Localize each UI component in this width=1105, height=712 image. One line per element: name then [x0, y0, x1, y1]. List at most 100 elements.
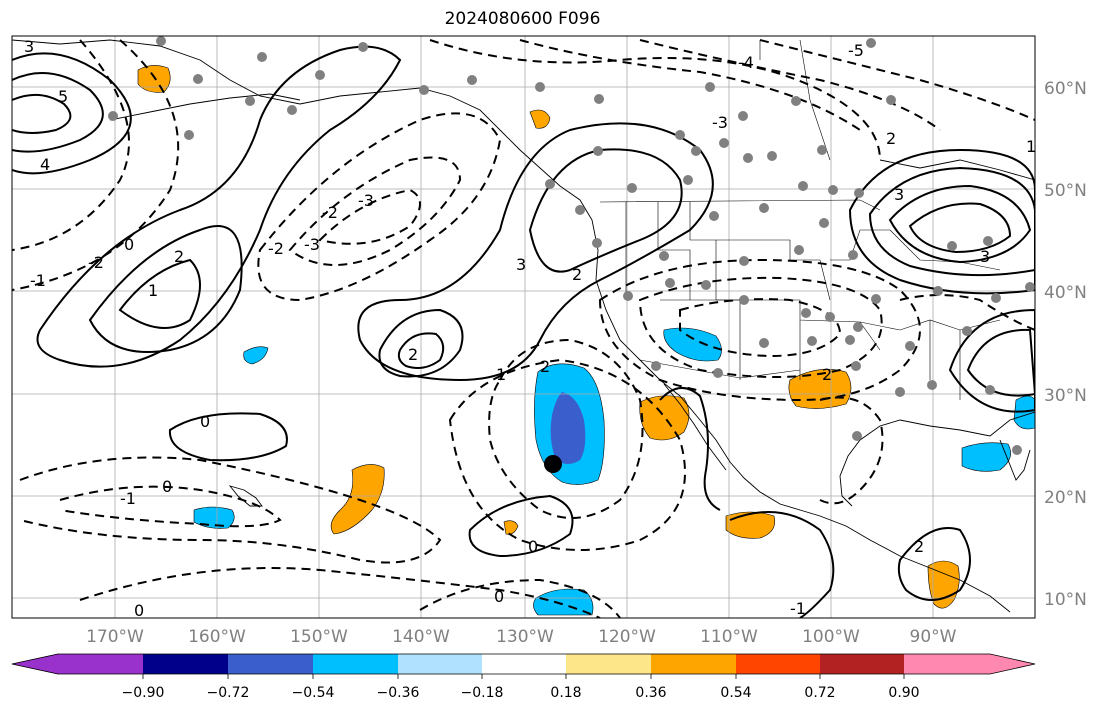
colorbar-extend-min: [12, 654, 143, 674]
contour-south-zero: [468, 494, 574, 558]
contours-negative: [12, 39, 1035, 618]
contour-label: 1: [148, 281, 158, 300]
shading-orange-small: [503, 520, 519, 535]
station-dots: [108, 36, 1035, 455]
contour-label: -3: [358, 191, 374, 210]
lon-label: 90°W: [910, 627, 957, 647]
shading-blue-gulf: [961, 442, 1011, 472]
colorbar-tick-label: 0.54: [720, 685, 751, 701]
shading-orange-mexico: [725, 511, 775, 539]
contour-neg-canada-2: [519, 39, 861, 131]
contour-label: 0: [124, 235, 134, 254]
contour-label: -2: [88, 253, 104, 272]
lon-label: 160°W: [188, 627, 246, 647]
contour-neg-gulf-3: [318, 188, 421, 245]
lat-label: 30°N: [1044, 386, 1087, 406]
colorbar-tick-label: 0.36: [635, 685, 666, 701]
lat-label: 20°N: [1044, 488, 1087, 508]
contour-neg-offshore-2: [448, 358, 686, 551]
contour-central-america: [897, 527, 971, 601]
contour-label: -3: [304, 235, 320, 254]
contour-alaska-high-outer: [12, 52, 132, 175]
lon-label: 100°W: [802, 627, 860, 647]
contour-label: -2: [268, 239, 284, 258]
contour-neg-canada-3: [639, 39, 941, 131]
shading-orange-texas: [788, 369, 852, 409]
contour-neg-canada-4: [759, 39, 1035, 121]
contour-nepac-high-3: [378, 308, 464, 378]
contour-label: -2: [322, 203, 338, 222]
colorbar-cell-8: [736, 654, 820, 674]
contour-mexico-zero: [659, 387, 721, 511]
contour-pacific-ridge-2: [88, 225, 243, 353]
contour-neg-us-2: [638, 276, 883, 378]
contour-mid-lower: [729, 511, 835, 618]
colorbar-cell-7: [651, 654, 736, 674]
colorbar-cell-6: [566, 654, 651, 674]
map-title: 2024080600 F096: [444, 9, 601, 29]
shading-orange-alaska: [137, 65, 171, 93]
contour-label: 2: [408, 345, 418, 364]
colorbar-tick-label: −0.36: [377, 685, 420, 701]
contour-label: -4: [738, 53, 754, 72]
shading-orange-gulf-alaska: [529, 109, 551, 129]
contour-east-high-1: [848, 148, 1035, 295]
contour-label: -1: [120, 489, 136, 508]
colorbar-tick-label: 0.18: [550, 685, 581, 701]
shading-orange-central-america: [927, 560, 960, 609]
graticule: [12, 36, 1035, 618]
contour-neg-south: [79, 567, 601, 618]
colorbar-tick-label: −0.18: [461, 685, 504, 701]
contour-label: 2: [572, 265, 582, 284]
contour-label: 2: [174, 247, 184, 266]
latitude-labels: 60°N 50°N 40°N 30°N 20°N 10°N: [1044, 79, 1087, 610]
contour-neg-se: [899, 294, 1035, 331]
shading-darkblue-offshore: [550, 392, 586, 464]
coastline-canada-east: [879, 159, 1035, 181]
contour-neg-gulf-1: [257, 112, 502, 302]
lat-label: 10°N: [1044, 590, 1087, 610]
contour-label: 2: [914, 537, 924, 556]
contour-label: 5: [58, 87, 68, 106]
colorbar-outline: [11, 653, 1036, 675]
contour-neg-us-1: [598, 258, 921, 402]
lon-label: 130°W: [496, 627, 554, 647]
storm-center-marker: [544, 455, 562, 473]
colorbar-tick-label: 0.90: [888, 685, 919, 701]
contour-neg-gulf-2: [288, 156, 462, 266]
colorbar: −0.90 −0.72 −0.54 −0.36 −0.18 0.18 0.36 …: [11, 653, 1036, 701]
lat-label: 40°N: [1044, 283, 1087, 303]
coastline-baja: [663, 383, 727, 471]
lon-label: 120°W: [598, 627, 656, 647]
contour-alaska-high-mid: [12, 71, 104, 153]
colorbar-cell-9: [820, 654, 904, 674]
contour-se-high-1: [948, 308, 1035, 413]
colorbar-extend-max: [904, 654, 1035, 674]
colorbar-tick-label: −0.54: [292, 685, 335, 701]
political-borders: [599, 39, 1001, 400]
shaded-anomaly-regions: [137, 65, 1035, 616]
colorbar-tick-label: 0.72: [804, 685, 835, 701]
contour-neg-central-2: [59, 485, 282, 528]
contour-label: 3: [24, 37, 34, 56]
map-panel: [12, 36, 1035, 618]
shading-orange-baja: [639, 395, 690, 441]
contour-neg-south-2: [419, 578, 621, 618]
contours-positive: [12, 45, 1035, 618]
map-frame: [11, 35, 1036, 619]
shading-blue-east: [1013, 395, 1035, 430]
lat-label: 50°N: [1044, 181, 1087, 201]
contour-label: 2: [886, 129, 896, 148]
contour-se-high-2: [966, 328, 1035, 397]
contour-label: 4: [40, 155, 50, 174]
colorbar-cell-5: [482, 654, 566, 674]
contour-label: 0: [162, 477, 172, 496]
colorbar-cell-4: [398, 654, 482, 674]
lat-label: 60°N: [1044, 79, 1087, 99]
colorbar-tick-label: −0.72: [207, 685, 250, 701]
contour-label: -3: [712, 113, 728, 132]
shading-blue-hawaii: [193, 506, 235, 529]
longitude-labels: 170°W 160°W 150°W 140°W 130°W 120°W 110°…: [86, 627, 957, 647]
contour-label: -5: [848, 41, 864, 60]
contour-label: 3: [894, 185, 904, 204]
